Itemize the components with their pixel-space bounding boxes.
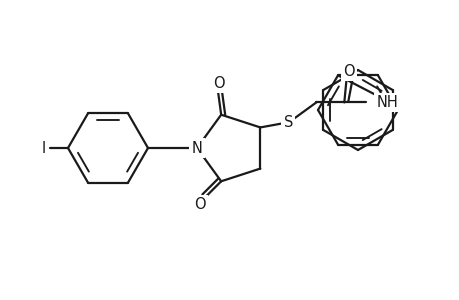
Text: O: O [213,76,224,91]
Text: I: I [42,140,46,155]
Text: O: O [194,197,206,212]
Text: N: N [191,140,202,155]
Text: S: S [283,115,292,130]
Text: NH: NH [375,95,397,110]
Text: O: O [343,64,354,79]
